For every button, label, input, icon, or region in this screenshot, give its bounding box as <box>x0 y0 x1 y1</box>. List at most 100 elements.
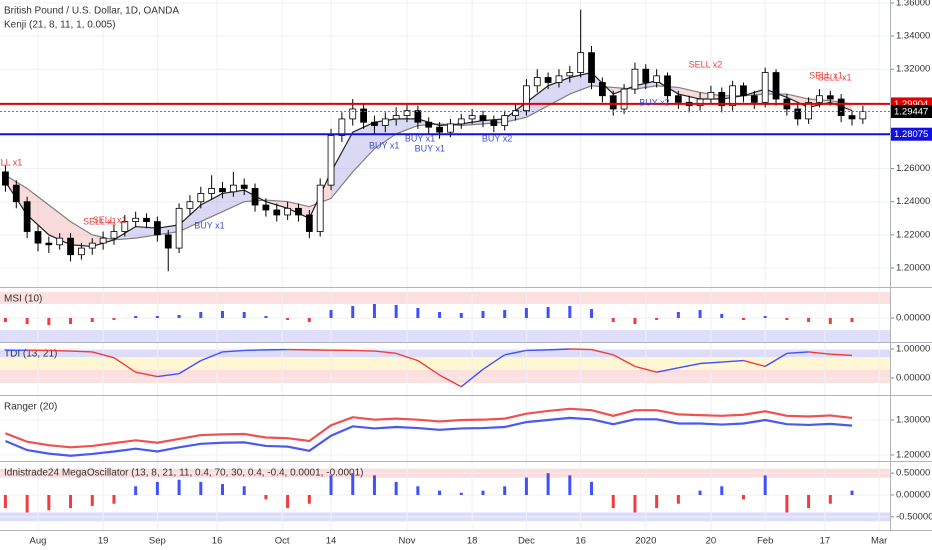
y-tick-label: 1.20000 <box>896 450 930 461</box>
candle-body <box>327 135 335 186</box>
histogram-bar <box>155 316 159 318</box>
kenji-fill <box>526 85 549 118</box>
band <box>0 292 890 304</box>
band-line <box>5 407 853 449</box>
candle-body <box>696 98 704 107</box>
candle-body <box>153 221 161 236</box>
tdi-segment <box>764 352 788 368</box>
tdi-segment <box>743 359 766 368</box>
candle-body <box>457 118 465 125</box>
histogram-bar <box>134 486 138 495</box>
signal-label: SELL x1 <box>83 216 117 226</box>
histogram-bar <box>242 312 246 318</box>
tdi-segment <box>700 361 722 365</box>
tdi-segment <box>439 374 462 388</box>
tdi-segment <box>634 365 657 373</box>
level-label: 1.28075 <box>894 129 928 140</box>
signal-label: BUY x1 <box>369 140 399 150</box>
x-tick-label: 17 <box>820 536 831 547</box>
signal-label: SELL x2 <box>689 59 723 69</box>
band <box>0 357 890 370</box>
tdi-segment <box>460 368 484 388</box>
candle-body <box>12 184 20 203</box>
histogram-bar <box>698 310 702 318</box>
candle-body <box>816 95 823 103</box>
candle-body <box>848 115 856 120</box>
candle-body <box>588 52 595 83</box>
histogram-bar <box>329 310 333 318</box>
candle-body <box>381 118 389 126</box>
histogram-bar <box>481 490 485 495</box>
candle-body <box>718 92 726 107</box>
y-tick-label: -0.50000 <box>896 511 932 522</box>
candle-body <box>533 77 541 87</box>
kenji-fill <box>70 221 93 247</box>
histogram-bar <box>177 479 181 495</box>
candle-body <box>609 95 617 110</box>
histogram-bar <box>785 494 789 513</box>
kenji-fill <box>331 132 353 199</box>
signal-label: BUY x2 <box>482 134 512 144</box>
level-label: 1.29904 <box>894 99 928 110</box>
signal-label: SELL x1 <box>818 72 852 82</box>
y-tick-label: 0.00000 <box>896 313 930 324</box>
x-tick-label: 20 <box>706 536 717 547</box>
y-tick-label: 1.30000 <box>896 415 930 426</box>
kenji-fill <box>27 188 49 235</box>
candle-body <box>164 234 172 249</box>
candle-body <box>674 95 682 103</box>
histogram-bar <box>221 311 224 318</box>
candle-body <box>512 110 519 116</box>
histogram-bar <box>676 494 680 504</box>
histogram-bar <box>655 494 659 509</box>
candle-body <box>88 242 96 249</box>
candle-body <box>826 95 834 100</box>
histogram-bar <box>524 477 528 495</box>
histogram-bar <box>372 304 376 318</box>
candle-body <box>425 121 433 128</box>
tdi-segment <box>786 351 809 355</box>
y-tick-label: 1.20000 <box>896 262 930 273</box>
histogram-bar <box>134 316 138 318</box>
x-tick-label: Sep <box>149 536 166 547</box>
tdi-segment <box>830 353 853 357</box>
candle-body <box>750 95 758 103</box>
kenji-fill <box>569 72 592 95</box>
histogram-bar <box>698 490 702 495</box>
tdi-segment <box>222 349 245 353</box>
candle-body <box>403 110 411 116</box>
pane-title: Ranger (20) <box>4 402 57 413</box>
histogram-bar <box>590 309 594 318</box>
histogram-bar <box>633 318 637 324</box>
candle-body <box>34 231 42 244</box>
candle-body <box>620 88 628 110</box>
candle-body <box>642 68 650 83</box>
histogram-bar <box>90 494 94 506</box>
candle-body <box>371 121 378 126</box>
level-label-box <box>890 127 932 141</box>
histogram-bar <box>69 494 73 509</box>
candle-body <box>490 120 498 126</box>
histogram-bar <box>221 484 224 495</box>
tdi-segment <box>113 357 137 373</box>
tdi-segment <box>569 348 592 351</box>
candle-body <box>78 247 85 256</box>
candle-body <box>707 92 715 100</box>
candle-body <box>262 204 270 211</box>
candle-body <box>555 75 563 83</box>
tdi-segment <box>48 349 71 352</box>
x-tick-label: 16 <box>212 536 223 547</box>
histogram-bar <box>416 486 420 495</box>
tdi-segment <box>374 350 397 355</box>
tdi-segment <box>135 371 158 378</box>
histogram-bar <box>459 313 463 318</box>
y-tick-label: 1.22000 <box>896 229 930 240</box>
candle-body <box>284 207 292 216</box>
candle-body <box>598 82 606 97</box>
x-tick-label: 2020 <box>635 536 656 547</box>
band-line <box>5 416 853 457</box>
tdi-segment <box>200 351 223 362</box>
candle-body <box>316 184 324 232</box>
histogram-bar <box>199 481 203 495</box>
histogram-bar <box>90 318 94 322</box>
